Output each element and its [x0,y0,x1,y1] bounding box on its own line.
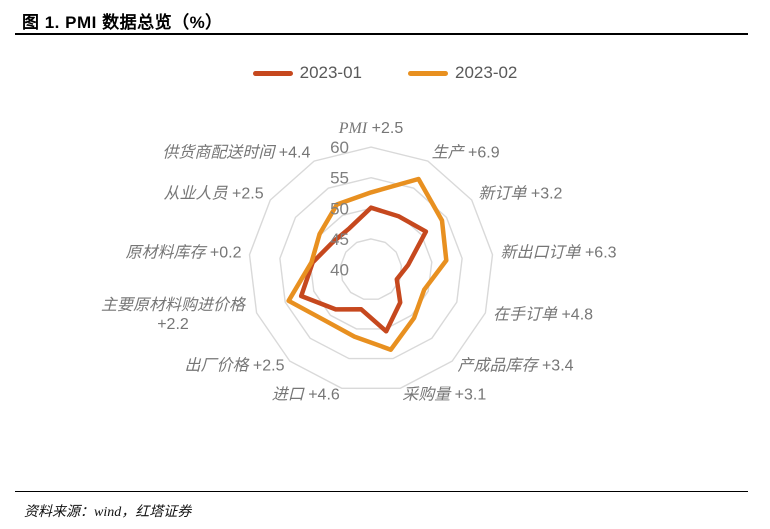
grid-ring-45 [339,238,403,300]
axis-category-name: 新出口订单 [500,244,581,262]
radial-tick-55: 55 [330,169,349,188]
axis-category-name: 采购量 [402,386,451,404]
axis-category-name: 在手订单 [493,306,558,324]
axis-label-生产: 生产 +6.9 [432,144,500,163]
series-2023-02 [286,176,449,352]
legend-line-icon [252,70,293,76]
axis-delta-value: +0.2 [205,244,242,262]
axis-label-原材料库存: 原材料库存 +0.2 [125,244,241,263]
axis-category-name: 新订单 [478,185,527,203]
legend-entry-2023-02: 2023-02 [408,63,517,83]
grid-ring-60 [248,146,494,389]
axis-category-name: 生产 [431,144,464,162]
axis-category-name: PMI [338,120,368,138]
axis-delta-value: +4.4 [274,144,311,162]
axis-delta-value: +3.1 [450,386,487,404]
axis-label-供货商配送时间: 供货商配送时间 +4.4 [162,144,310,163]
axis-category-name: 进口 [271,386,304,404]
legend-entry-2023-01: 2023-01 [252,63,362,83]
source-divider [15,491,748,492]
radial-tick-40: 40 [330,260,349,279]
axis-category-name: 出厂价格 [184,357,249,375]
axis-category-name: 原材料库存 [125,244,206,262]
axis-delta-value: +6.9 [463,144,500,162]
radial-tick-60: 60 [330,138,349,157]
radial-tick-45: 45 [330,230,349,249]
axis-label-从业人员: 从业人员 +2.5 [164,186,264,205]
axis-label-PMI: PMI +2.5 [339,120,403,139]
title-divider [15,33,748,35]
figure-title: 图 1. PMI 数据总览（%） [22,13,223,32]
axis-delta-value: +2.5 [367,120,404,138]
axis-delta-value: +2.5 [227,185,264,203]
axis-delta-value: +4.6 [303,386,340,404]
chart-legend: 2023-01 2023-02 [0,63,770,83]
grid-ring-55 [279,176,463,360]
axis-delta-value: +4.8 [557,306,594,324]
axis-category-name: 主要原材料购进价格 [100,296,245,314]
axis-label-出厂价格: 出厂价格 +2.5 [184,358,284,377]
axis-label-在手订单: 在手订单 +4.8 [493,306,593,325]
axis-label-新订单: 新订单 +3.2 [478,186,562,205]
axis-category-name: 从业人员 [163,185,228,203]
axis-delta-value: +6.3 [580,244,617,262]
legend-label: 2023-02 [455,63,518,82]
axis-label-采购量: 采购量 +3.1 [402,387,486,406]
axis-category-name: 供货商配送时间 [162,144,275,162]
axis-label-产成品库存: 产成品库存 +3.4 [458,358,574,377]
axis-delta-value: +3.4 [537,357,574,375]
axis-delta-value: +3.2 [526,185,563,203]
source-note: 资料来源：wind，红塔证券 [24,505,192,520]
legend-label: 2023-01 [299,63,362,82]
axis-delta-value: +2.2 [157,315,189,333]
axis-category-name: 产成品库存 [457,357,538,375]
axis-label-主要原材料购进价格: 主要原材料购进价格 +2.2 [97,297,249,335]
legend-line-icon [408,70,448,76]
axis-label-进口: 进口 +4.6 [272,387,340,406]
axis-label-新出口订单: 新出口订单 +6.3 [501,244,617,263]
radial-tick-50: 50 [330,199,349,218]
axis-delta-value: +2.5 [248,357,285,375]
series-2023-01 [298,205,429,334]
